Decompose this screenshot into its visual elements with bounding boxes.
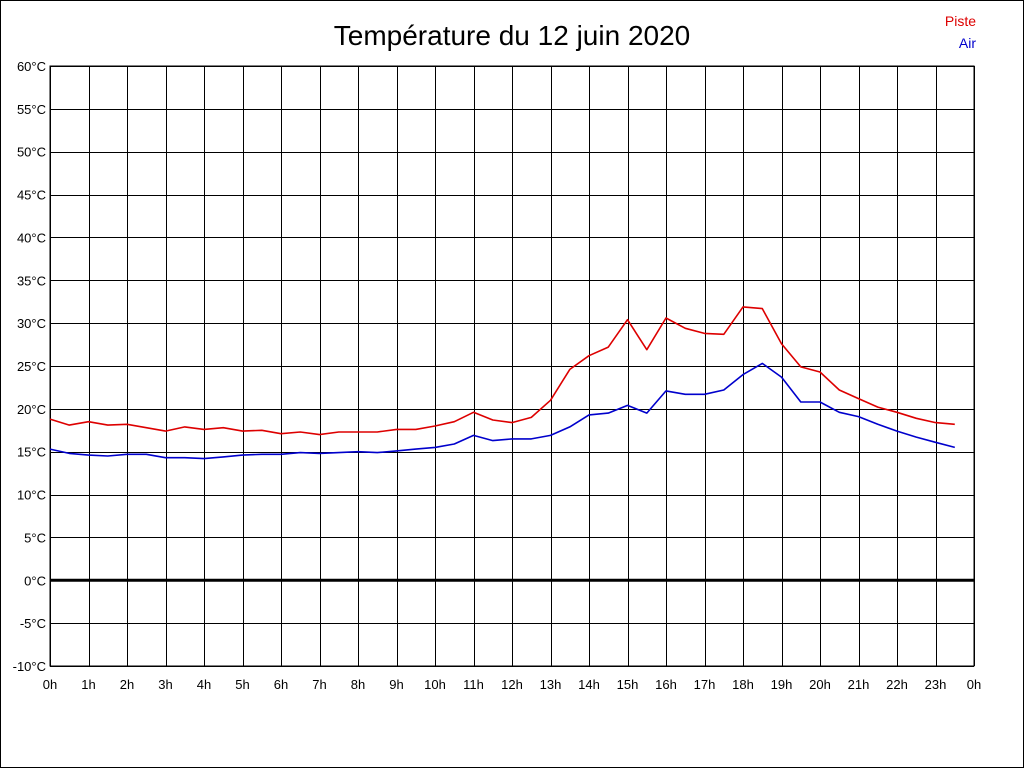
x-tick-label: 2h	[120, 677, 134, 692]
y-tick-label: 35°C	[17, 273, 46, 288]
x-tick-label: 1h	[81, 677, 95, 692]
x-tick-label: 19h	[771, 677, 793, 692]
series-line-piste	[49, 306, 955, 436]
x-tick-label: 4h	[197, 677, 211, 692]
y-tick-label: 10°C	[17, 488, 46, 503]
y-tick-label: -10°C	[13, 659, 46, 674]
y-tick-label: -5°C	[20, 616, 46, 631]
y-tick-label: 30°C	[17, 316, 46, 331]
y-tick-label: 55°C	[17, 102, 46, 117]
x-tick-label: 15h	[617, 677, 639, 692]
y-axis-ticks: -10°C -5°C 0°C 5°C 10°C 15°C 20°C 25°C 30°C 35°C 4…	[13, 59, 46, 674]
series-line-air	[49, 362, 956, 460]
x-tick-label: 17h	[694, 677, 716, 692]
x-tick-label: 12h	[501, 677, 523, 692]
y-tick-label: 5°C	[24, 530, 46, 545]
x-tick-label: 0h	[967, 677, 981, 692]
x-tick-label: 14h	[578, 677, 600, 692]
x-tick-label: 22h	[886, 677, 908, 692]
x-tick-label: 5h	[235, 677, 249, 692]
x-tick-label: 20h	[809, 677, 831, 692]
y-tick-label: 60°C	[17, 59, 46, 74]
legend-item-air: Air	[959, 35, 976, 51]
x-tick-label: 13h	[540, 677, 562, 692]
y-tick-label: 20°C	[17, 402, 46, 417]
legend: Piste Air	[945, 13, 976, 51]
y-tick-label: 15°C	[17, 445, 46, 460]
chart-title: Température du 12 juin 2020	[334, 20, 690, 51]
y-tick-label: 40°C	[17, 230, 46, 245]
x-tick-label: 9h	[389, 677, 403, 692]
x-tick-label: 23h	[925, 677, 947, 692]
y-tick-label: 50°C	[17, 145, 46, 160]
x-tick-label: 3h	[158, 677, 172, 692]
legend-item-piste: Piste	[945, 13, 976, 29]
y-tick-label: 45°C	[17, 188, 46, 203]
x-tick-label: 16h	[655, 677, 677, 692]
x-tick-label: 8h	[351, 677, 365, 692]
x-axis-ticks: 0h 1h 2h 3h 4h 5h 6h 7h 8h 9h 10h 11h 12h 13h 14h 15h 16…	[43, 677, 981, 692]
y-tick-label: 25°C	[17, 359, 46, 374]
x-tick-label: 0h	[43, 677, 57, 692]
x-tick-label: 7h	[312, 677, 326, 692]
x-tick-label: 6h	[274, 677, 288, 692]
x-tick-label: 11h	[463, 677, 484, 692]
y-tick-label: 0°C	[24, 573, 46, 588]
series-lines	[49, 306, 956, 460]
x-tick-label: 18h	[732, 677, 754, 692]
x-tick-label: 21h	[848, 677, 870, 692]
x-tick-label: 10h	[424, 677, 446, 692]
grid	[49, 65, 975, 667]
